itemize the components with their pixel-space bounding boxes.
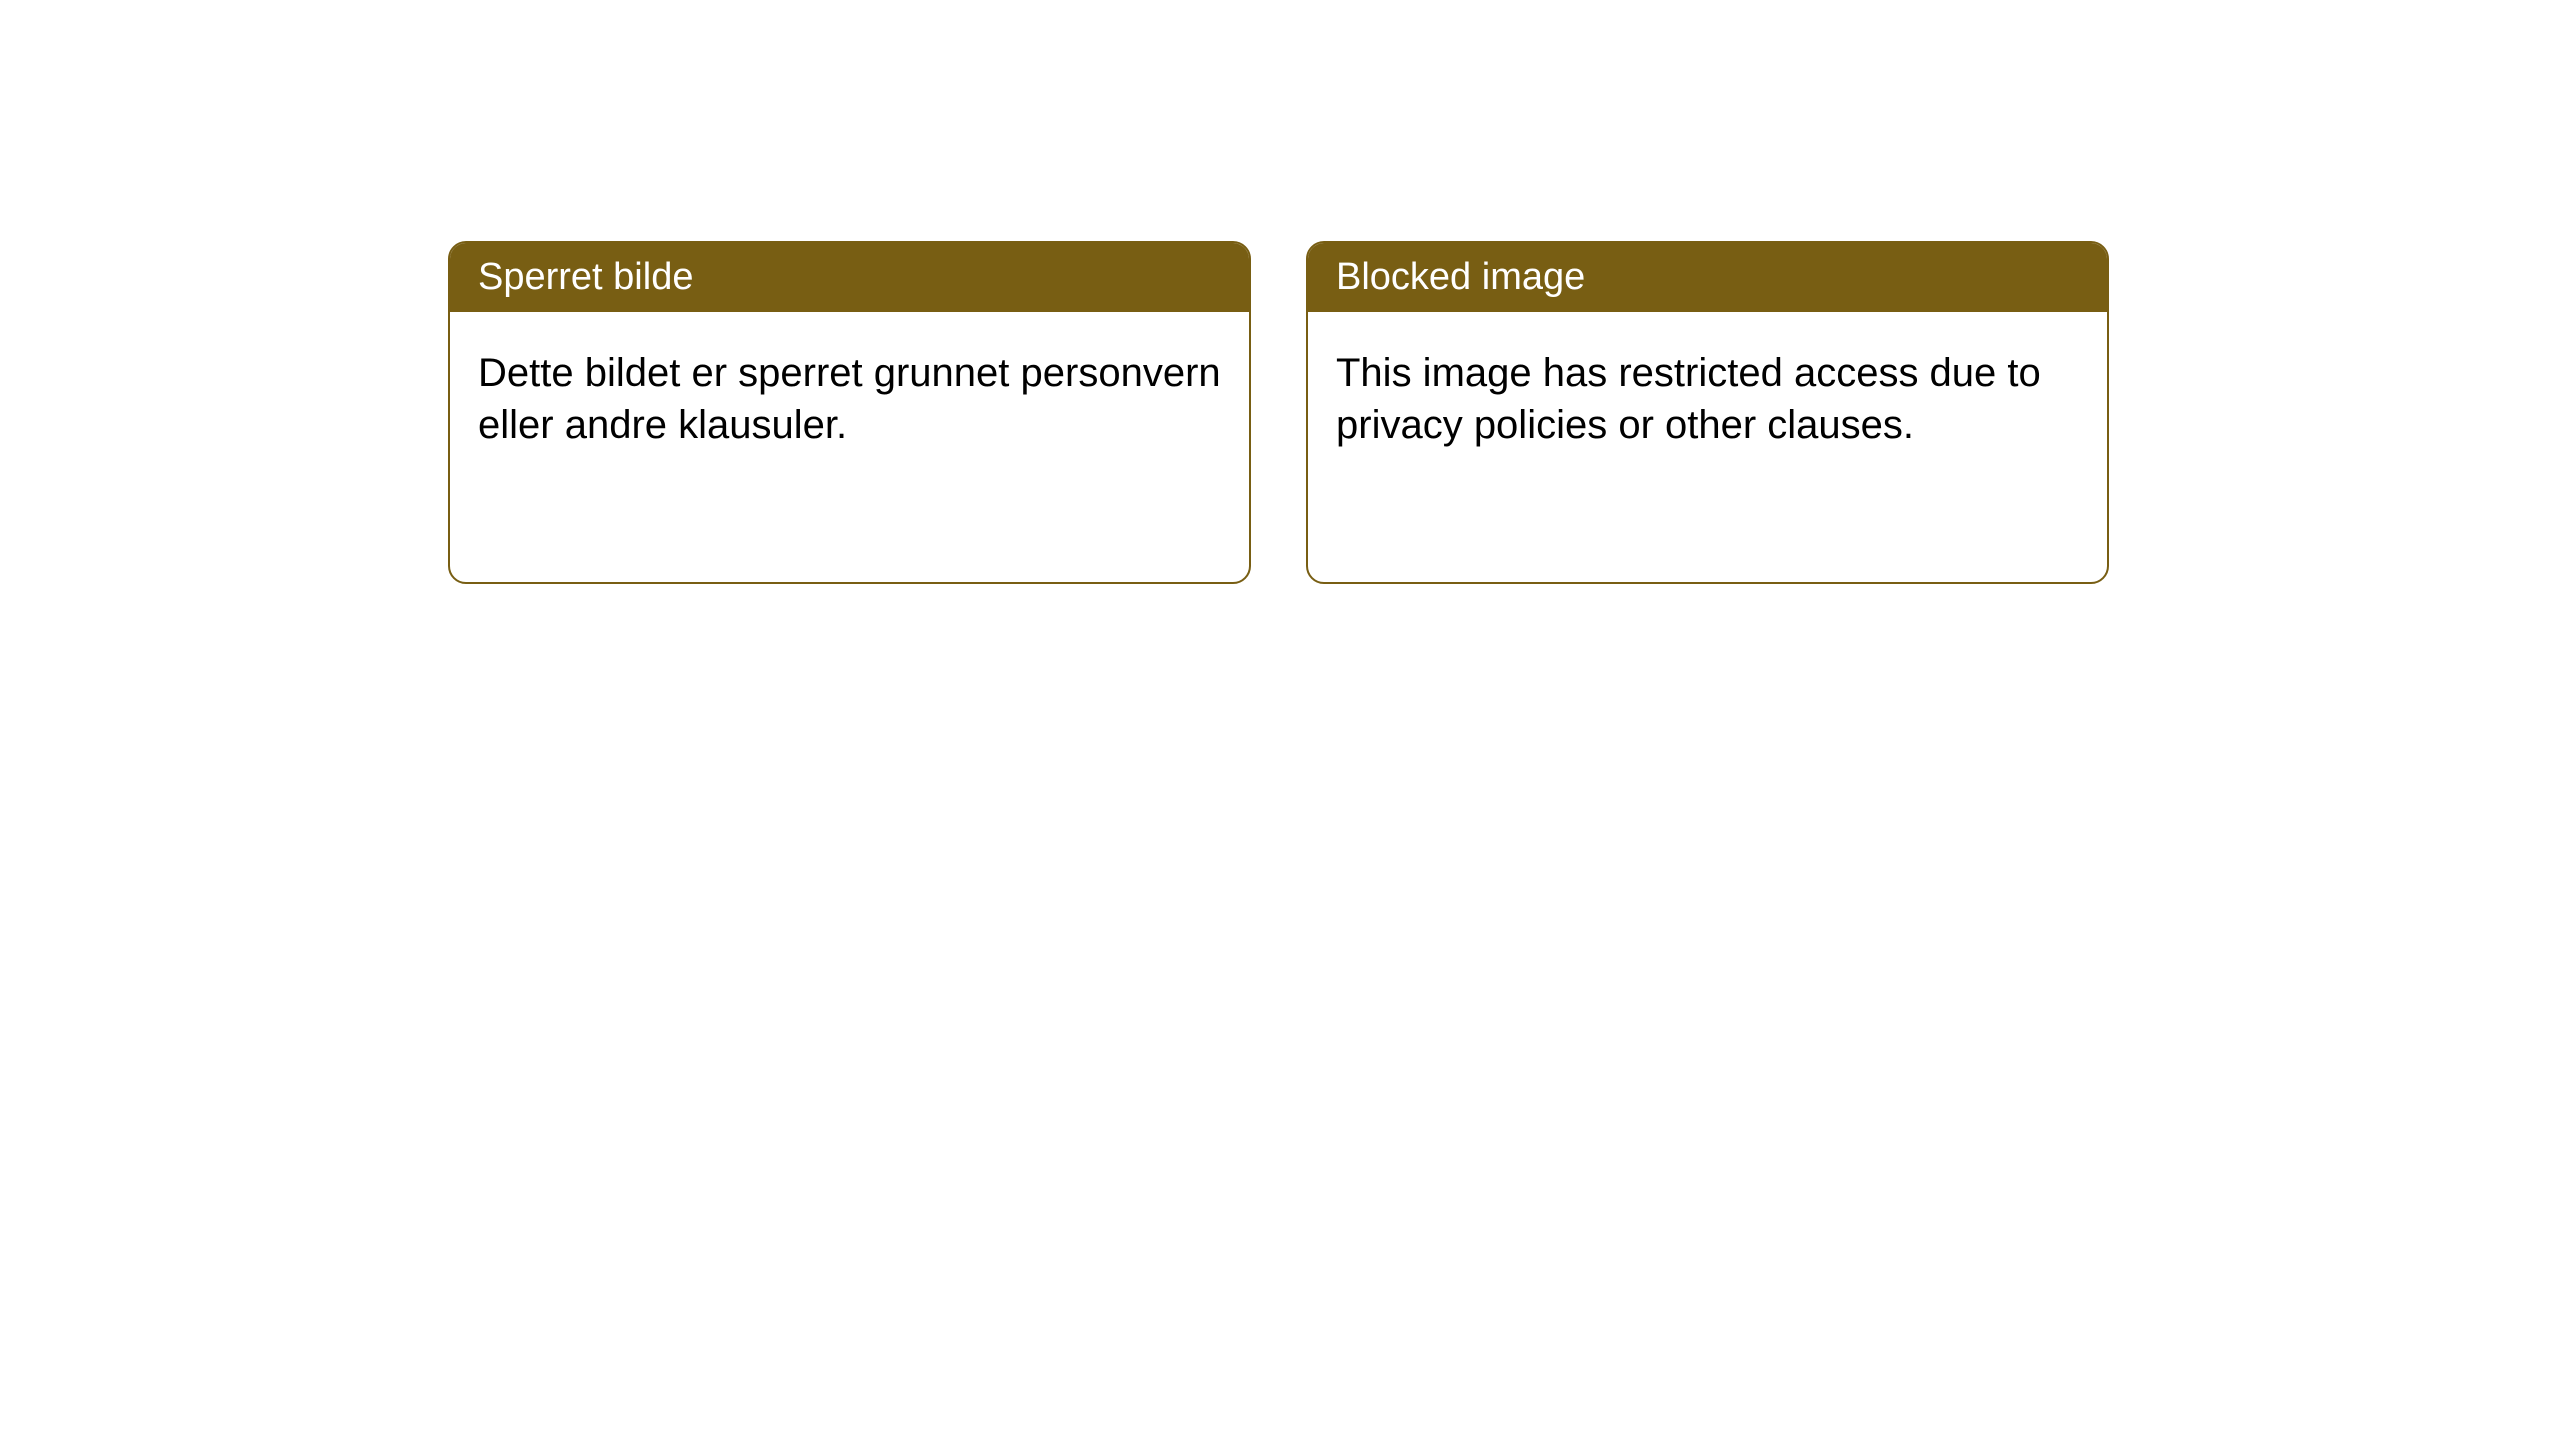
card-title-norwegian: Sperret bilde bbox=[478, 256, 693, 298]
card-body-english: This image has restricted access due to … bbox=[1308, 312, 2107, 582]
card-body-text-english: This image has restricted access due to … bbox=[1336, 347, 2079, 451]
notice-card-norwegian: Sperret bilde Dette bildet er sperret gr… bbox=[448, 241, 1251, 584]
card-header-english: Blocked image bbox=[1308, 243, 2107, 312]
card-body-norwegian: Dette bildet er sperret grunnet personve… bbox=[450, 312, 1249, 582]
notice-cards-container: Sperret bilde Dette bildet er sperret gr… bbox=[448, 241, 2109, 584]
notice-card-english: Blocked image This image has restricted … bbox=[1306, 241, 2109, 584]
card-title-english: Blocked image bbox=[1336, 256, 1585, 298]
card-header-norwegian: Sperret bilde bbox=[450, 243, 1249, 312]
card-body-text-norwegian: Dette bildet er sperret grunnet personve… bbox=[478, 347, 1221, 451]
